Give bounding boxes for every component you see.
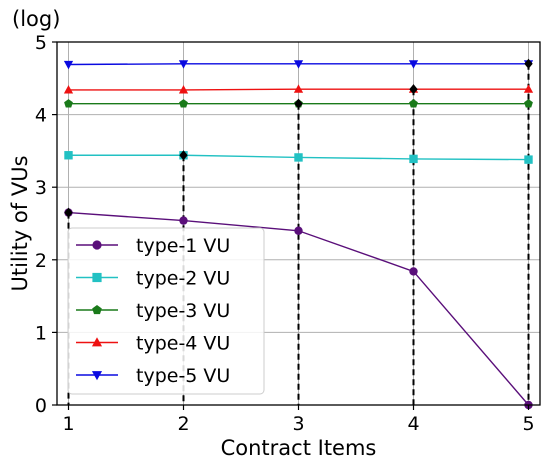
y-tick-label: 4 (35, 105, 47, 127)
legend-label: type-3 VU (136, 300, 230, 322)
data-point (178, 60, 189, 69)
data-point (179, 99, 188, 108)
legend-item: type-2 VU (76, 268, 230, 290)
data-point (408, 60, 419, 69)
x-tick-label: 2 (177, 413, 189, 435)
data-point (64, 151, 73, 160)
y-tick-label: 3 (35, 177, 47, 199)
data-point (63, 85, 74, 94)
highlight-point (409, 84, 418, 95)
legend: type-1 VU type-2 VU type-3 VU type-4 VU type… (67, 227, 265, 395)
data-point (293, 60, 304, 69)
data-point (523, 84, 534, 93)
series-4 (63, 84, 534, 94)
data-point (178, 85, 189, 94)
data-point (294, 226, 303, 235)
highlight-point (524, 58, 533, 69)
data-point (409, 99, 418, 108)
legend-swatch-marker (92, 272, 102, 283)
y-tick-label: 1 (35, 322, 47, 344)
y-axis-label: Utility of VUs (8, 155, 32, 291)
legend-swatch-marker (92, 240, 102, 250)
data-point (293, 84, 304, 93)
data-point (524, 155, 533, 164)
x-axis-label: Contract Items (221, 436, 377, 460)
x-tick-label: 5 (522, 413, 534, 435)
legend-item: type-5 VU (76, 365, 230, 387)
legend-item: type-1 VU (76, 235, 230, 257)
highlight-markers (64, 58, 533, 218)
x-tick-label: 3 (292, 413, 304, 435)
data-point (64, 99, 73, 108)
x-axis-ticks: 1 2 3 4 5 (62, 405, 535, 435)
legend-label: type-5 VU (136, 365, 230, 387)
series-5 (63, 60, 534, 70)
legend-box (67, 227, 265, 395)
legend-label: type-2 VU (136, 268, 230, 290)
y-axis-ticks: 0 1 2 3 4 5 (35, 32, 57, 417)
y-scale-note: (log) (12, 7, 60, 31)
y-tick-label: 2 (35, 250, 47, 272)
data-point (409, 267, 418, 276)
x-tick-label: 1 (62, 413, 74, 435)
legend-label: type-4 VU (136, 333, 230, 355)
series-group (63, 60, 534, 410)
legend-swatch-marker (92, 304, 102, 315)
legend-swatch-marker (91, 337, 103, 347)
highlight-point (179, 150, 188, 161)
data-point (179, 216, 188, 225)
legend-item: type-4 VU (76, 333, 230, 355)
legend-swatch-marker (91, 371, 103, 381)
y-tick-label: 0 (35, 395, 47, 417)
data-point (524, 99, 533, 108)
legend-item: type-3 VU (76, 300, 230, 322)
y-tick-label: 5 (35, 32, 47, 54)
data-point (409, 154, 418, 164)
data-point (63, 60, 74, 70)
x-tick-label: 4 (407, 413, 419, 435)
highlight-point (64, 207, 73, 218)
data-point (294, 153, 303, 162)
legend-label: type-1 VU (136, 235, 230, 257)
highlight-point (294, 98, 303, 109)
